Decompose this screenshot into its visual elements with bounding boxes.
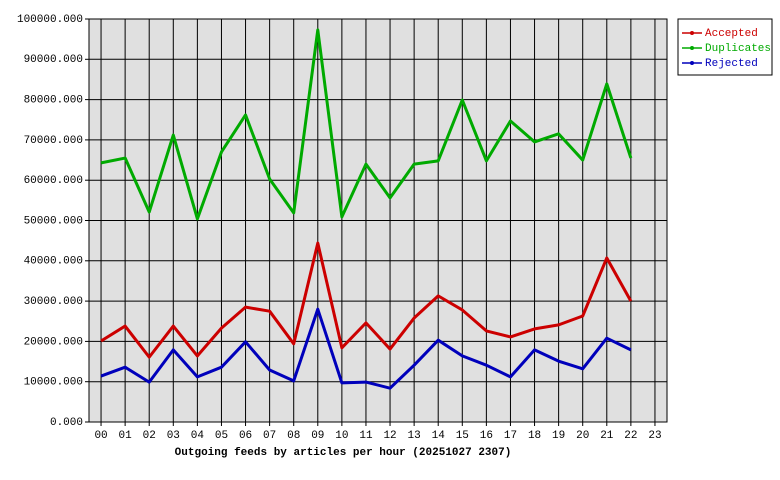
x-tick-label: 00 [94,430,107,442]
x-tick-label: 09 [311,430,324,442]
x-tick-label: 19 [552,430,565,442]
y-tick-label: 20000.000 [24,336,83,348]
x-tick-label: 07 [263,430,276,442]
x-tick-label: 04 [191,430,205,442]
x-tick-label: 11 [359,430,373,442]
legend-label: Duplicates [705,43,771,55]
y-tick-label: 100000.000 [17,14,83,26]
x-tick-label: 23 [648,430,661,442]
plot-border [88,18,668,423]
x-tick-label: 08 [287,430,300,442]
legend-marker [690,61,694,65]
y-tick-label: 90000.000 [24,54,83,66]
x-tick-label: 01 [119,430,133,442]
x-tick-label: 06 [239,430,252,442]
y-tick-label: 0.000 [50,417,83,429]
y-tick-label: 60000.000 [24,175,83,187]
chart-title: Outgoing feeds by articles per hour (202… [175,447,512,459]
legend-label: Rejected [705,58,758,70]
x-tick-label: 22 [624,430,637,442]
x-tick-label: 13 [408,430,421,442]
x-tick-label: 05 [215,430,228,442]
x-tick-label: 03 [167,430,180,442]
x-tick-label: 10 [335,430,348,442]
legend-label: Accepted [705,28,758,40]
x-tick-label: 14 [432,430,446,442]
y-tick-label: 80000.000 [24,95,83,107]
series-line [100,307,632,390]
x-tick-label: 20 [576,430,589,442]
y-tick-label: 10000.000 [24,377,83,389]
x-tick-label: 18 [528,430,541,442]
y-tick-label: 30000.000 [24,296,83,308]
series-line [100,241,633,359]
y-tick-label: 70000.000 [24,135,83,147]
x-tick-label: 12 [383,430,396,442]
series-line [100,28,633,221]
x-tick-label: 02 [143,430,156,442]
x-tick-label: 17 [504,430,517,442]
x-tick-label: 15 [456,430,469,442]
x-tick-label: 16 [480,430,493,442]
legend-marker [690,31,694,35]
y-tick-label: 40000.000 [24,256,83,268]
legend-marker [690,46,694,50]
y-tick-label: 50000.000 [24,215,83,227]
x-tick-label: 21 [600,430,614,442]
